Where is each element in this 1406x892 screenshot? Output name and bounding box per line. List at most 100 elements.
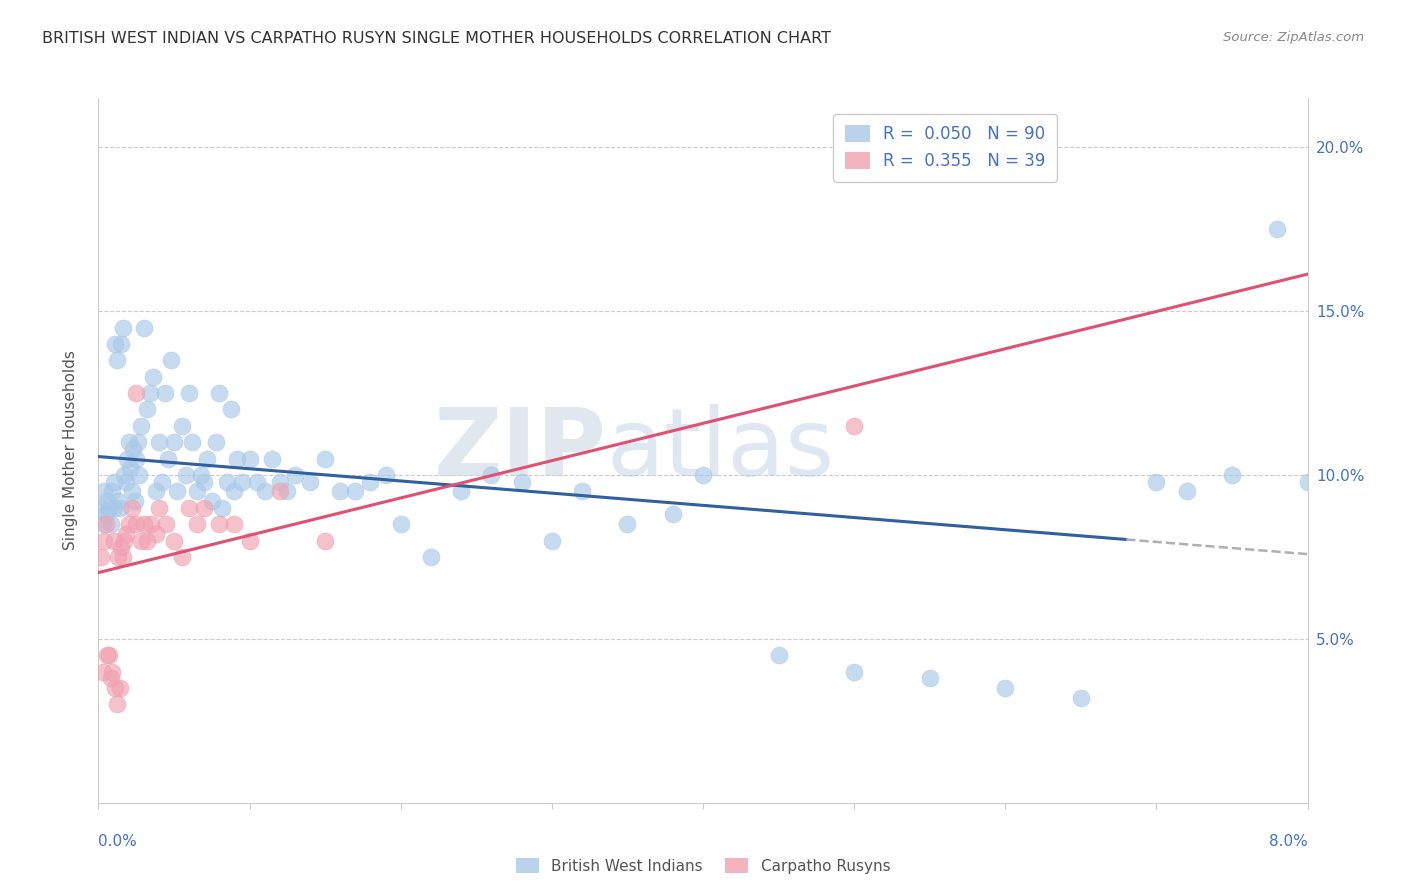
Point: [94, 508, 117, 522]
Point: [269, 484, 291, 499]
Point: [179, 500, 201, 515]
Point: [844, 665, 866, 679]
Point: [148, 435, 170, 450]
Point: [163, 533, 186, 548]
Point: [193, 475, 215, 489]
Point: [108, 681, 131, 695]
Point: [129, 418, 152, 433]
Point: [90, 500, 112, 515]
Point: [105, 698, 128, 712]
Point: [91, 665, 114, 679]
Point: [115, 451, 138, 466]
Point: [111, 549, 134, 564]
Point: [170, 418, 193, 433]
Point: [510, 475, 533, 489]
Point: [139, 386, 162, 401]
Point: [114, 527, 136, 541]
Point: [374, 468, 396, 483]
Point: [190, 468, 212, 483]
Point: [221, 402, 243, 417]
Point: [314, 533, 336, 548]
Point: [329, 484, 352, 499]
Text: BRITISH WEST INDIAN VS CARPATHO RUSYN SINGLE MOTHER HOUSEHOLDS CORRELATION CHART: BRITISH WEST INDIAN VS CARPATHO RUSYN SI…: [42, 31, 831, 46]
Point: [389, 517, 412, 532]
Point: [107, 494, 129, 508]
Point: [100, 517, 122, 532]
Point: [96, 494, 118, 508]
Point: [122, 442, 145, 456]
Point: [112, 468, 135, 483]
Point: [540, 533, 562, 548]
Point: [98, 648, 121, 663]
Point: [142, 369, 165, 384]
Point: [93, 533, 115, 548]
Point: [1296, 475, 1319, 489]
Point: [450, 484, 472, 499]
Point: [284, 468, 307, 483]
Point: [121, 484, 143, 499]
Point: [201, 494, 224, 508]
Point: [125, 451, 148, 466]
Point: [91, 517, 114, 532]
Point: [121, 500, 143, 515]
Point: [186, 517, 208, 532]
Point: [262, 451, 284, 466]
Point: [145, 527, 167, 541]
Point: [844, 418, 866, 433]
Point: [125, 517, 148, 532]
Point: [150, 475, 173, 489]
Text: 8.0%: 8.0%: [1268, 834, 1308, 849]
Point: [215, 475, 238, 489]
Point: [1175, 484, 1198, 499]
Point: [112, 533, 135, 548]
Legend: R =  0.050   N = 90, R =  0.355   N = 39: R = 0.050 N = 90, R = 0.355 N = 39: [834, 113, 1057, 181]
Point: [124, 494, 146, 508]
Point: [360, 475, 382, 489]
Text: ZIP: ZIP: [433, 404, 606, 497]
Point: [186, 484, 208, 499]
Legend: British West Indians, Carpatho Rusyns: British West Indians, Carpatho Rusyns: [509, 852, 897, 880]
Point: [253, 484, 276, 499]
Point: [145, 484, 167, 499]
Point: [344, 484, 367, 499]
Point: [208, 517, 231, 532]
Point: [1220, 468, 1243, 483]
Point: [616, 517, 638, 532]
Point: [224, 517, 246, 532]
Point: [153, 386, 176, 401]
Point: [118, 517, 141, 532]
Point: [107, 549, 129, 564]
Point: [208, 386, 231, 401]
Point: [420, 549, 443, 564]
Point: [994, 681, 1017, 695]
Point: [692, 468, 714, 483]
Point: [101, 484, 124, 499]
Point: [93, 484, 115, 499]
Point: [118, 435, 141, 450]
Point: [160, 353, 183, 368]
Point: [571, 484, 593, 499]
Point: [111, 320, 134, 334]
Point: [132, 517, 155, 532]
Point: [110, 540, 132, 554]
Point: [314, 451, 336, 466]
Point: [1267, 222, 1289, 236]
Point: [174, 468, 197, 483]
Point: [103, 533, 125, 548]
Point: [179, 386, 201, 401]
Point: [135, 533, 157, 548]
Point: [269, 475, 291, 489]
Point: [148, 500, 170, 515]
Point: [127, 435, 149, 450]
Point: [96, 648, 118, 663]
Point: [94, 517, 117, 532]
Point: [768, 648, 790, 663]
Point: [1070, 690, 1092, 705]
Point: [224, 484, 246, 499]
Point: [105, 353, 128, 368]
Point: [918, 671, 941, 685]
Point: [155, 517, 177, 532]
Point: [481, 468, 503, 483]
Point: [128, 468, 150, 483]
Point: [114, 475, 136, 489]
